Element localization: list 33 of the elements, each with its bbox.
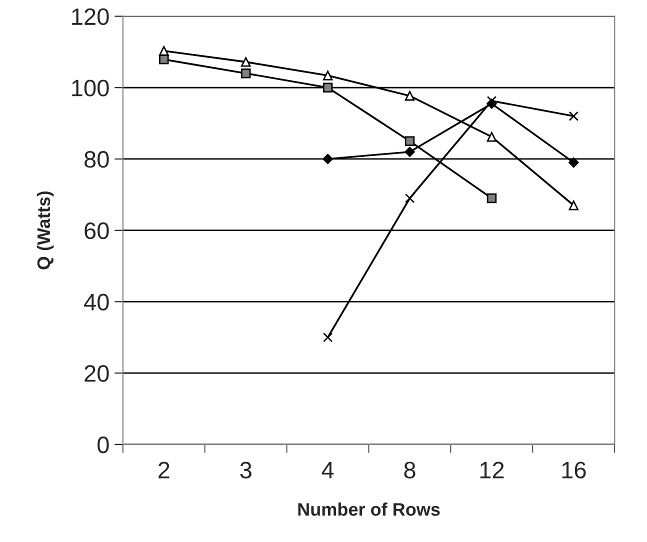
point: [322, 332, 333, 342]
point: [486, 193, 497, 204]
x-tick-label: 8: [404, 462, 416, 478]
y-tick-label: 80: [84, 151, 109, 168]
point: [568, 111, 579, 122]
point: [159, 46, 169, 56]
y-tick-label: 20: [84, 365, 109, 382]
point: [404, 136, 415, 146]
x-tick-label: 16: [562, 462, 586, 478]
x-axis-title: Number of Rows: [298, 502, 440, 516]
point: [241, 57, 251, 67]
y-tick-label: 40: [84, 294, 109, 310]
point: [159, 54, 169, 64]
x-tick-label: 12: [480, 462, 504, 478]
y-tick-label: 100: [72, 80, 109, 96]
point: [568, 157, 579, 168]
point: [568, 200, 579, 210]
y-axis-title: Q (Watts): [36, 191, 54, 270]
point: [322, 82, 333, 92]
y-tick-label: 60: [84, 222, 109, 240]
point: [404, 193, 415, 204]
x-tick-label: 3: [240, 462, 252, 478]
point: [322, 70, 333, 80]
point: [404, 90, 415, 101]
point: [486, 96, 497, 106]
x-tick-label: 4: [322, 462, 334, 478]
point: [404, 146, 415, 157]
x-tick-label: 2: [158, 462, 170, 478]
y-tick-label: 120: [72, 8, 109, 26]
point: [241, 68, 251, 78]
y-tick-label: 0: [98, 436, 109, 454]
point: [486, 132, 497, 142]
point: [322, 154, 333, 164]
